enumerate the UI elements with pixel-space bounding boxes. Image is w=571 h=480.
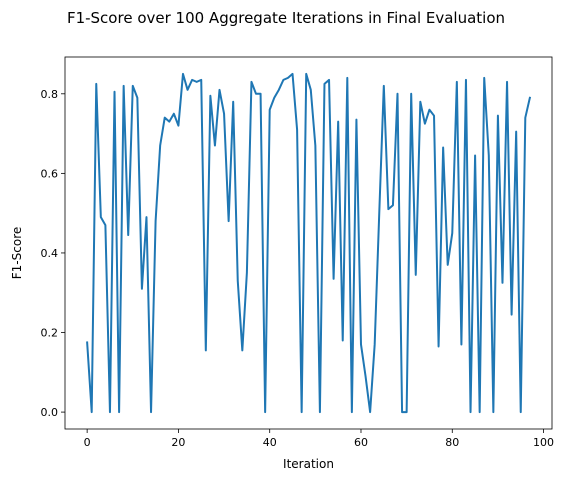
x-tick-label: 60 bbox=[354, 436, 368, 449]
x-axis-label: Iteration bbox=[283, 457, 334, 471]
plot-area: 0 20 40 60 80 100 0.0 0.2 0.4 0.6 0.8 bbox=[41, 56, 554, 449]
y-tick-label: 0.2 bbox=[41, 327, 59, 340]
y-axis-label: F1-Score bbox=[10, 227, 24, 279]
y-tick-label: 0.6 bbox=[41, 167, 59, 180]
chart-title: F1-Score over 100 Aggregate Iterations i… bbox=[67, 9, 505, 27]
series-line bbox=[86, 72, 532, 414]
x-tick-label: 100 bbox=[533, 436, 554, 449]
x-tick-label: 40 bbox=[263, 436, 277, 449]
y-tick-label: 0.4 bbox=[41, 247, 59, 260]
y-tick-label: 0.0 bbox=[41, 406, 59, 419]
axes-frame bbox=[64, 56, 553, 430]
x-tick-label: 0 bbox=[84, 436, 91, 449]
y-tick-label: 0.8 bbox=[41, 88, 59, 101]
x-tick-label: 80 bbox=[445, 436, 459, 449]
x-tick-label: 20 bbox=[171, 436, 185, 449]
